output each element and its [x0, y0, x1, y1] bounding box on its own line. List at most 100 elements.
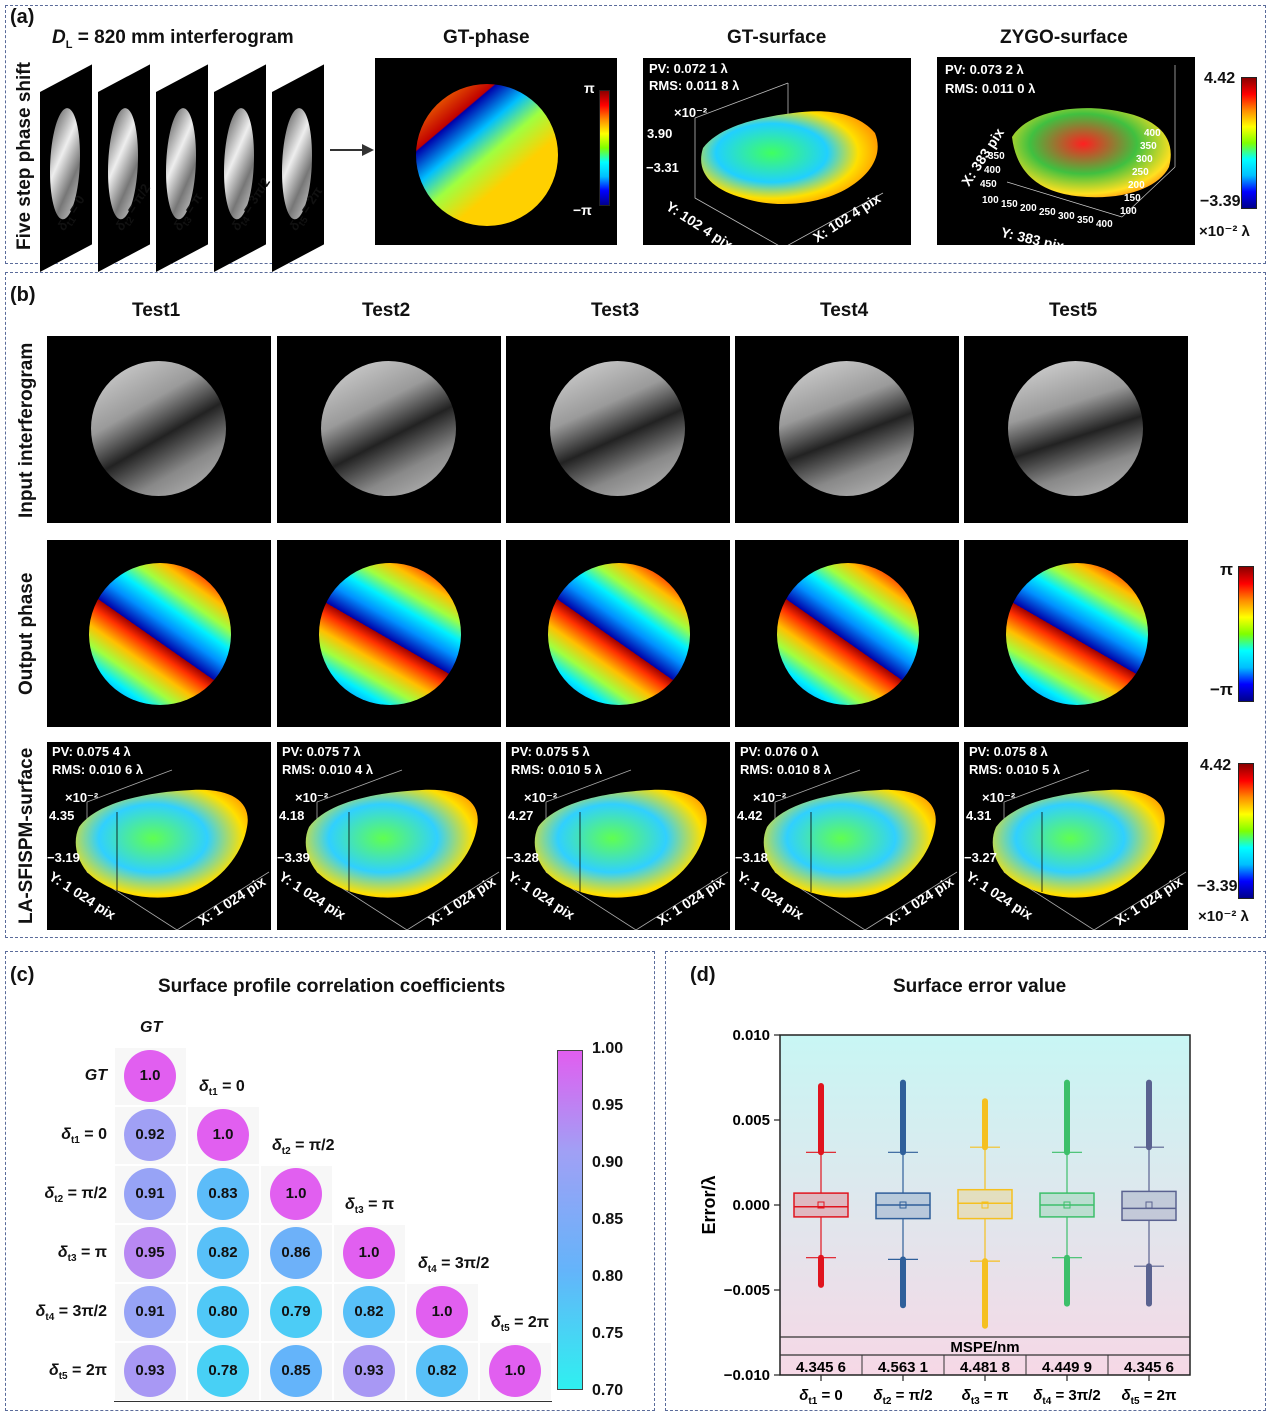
la-sfispm-surface: [735, 742, 959, 931]
output-phase: [47, 540, 271, 727]
surface-cbar-unit: ×10⁻² λ: [1198, 908, 1249, 925]
mean-marker: [1063, 1201, 1071, 1209]
correlation-circle: 1.0: [416, 1286, 468, 1338]
panel-c-label: (c): [10, 964, 35, 986]
zygo-ytick: 200: [1020, 203, 1037, 214]
surface-scale: ×10⁻²: [65, 790, 99, 805]
zygo-rtick: 250: [1132, 167, 1149, 178]
x-tick-label: δt4 = 3π/2: [1033, 1387, 1101, 1407]
colorbar-tick: 0.95: [592, 1097, 624, 1114]
x-tick-label: δt3 = π: [962, 1387, 1009, 1407]
box: [957, 1188, 1013, 1220]
correlation-circle: 0.80: [197, 1286, 249, 1338]
test-title: Test5: [1049, 300, 1098, 321]
surface-plot: [763, 769, 958, 931]
correlation-colorbar: [557, 1050, 583, 1390]
gt-surface-image: [643, 58, 911, 249]
error-boxplot: 0.010 0.005 0.000 −0.005 −0.010 Error/λ δt1 = …: [699, 1027, 1191, 1407]
phase-cbar-bottom: −π: [1210, 680, 1233, 699]
zygo-surface-pv: PV: 0.073 2 λ: [945, 62, 1024, 77]
surface-rms: RMS: 0.010 8 λ: [740, 762, 832, 777]
correlation-circle: 1.0: [489, 1345, 541, 1397]
zygo-rtick: 150: [1124, 193, 1141, 204]
correlation-circle: 0.85: [270, 1345, 322, 1397]
interferogram-frame: [156, 64, 208, 273]
surface-scale: ×10⁻²: [295, 790, 329, 805]
y-tick-label: 0.010: [732, 1027, 770, 1044]
panel-b: [5, 272, 1266, 938]
box: [1121, 1190, 1177, 1222]
mean-marker: [1145, 1201, 1153, 1209]
gt-phase-title: GT-phase: [443, 27, 530, 48]
zygo-xtick: 350: [988, 151, 1005, 162]
interferogram-frame: [214, 64, 266, 273]
colorbar-tick: 0.70: [592, 1382, 624, 1399]
zygo-rtick: 200: [1128, 180, 1145, 191]
y-tick-label: 0.000: [732, 1197, 770, 1214]
surface-zmin: −3.28: [506, 850, 539, 865]
correlation-circle: 1.0: [270, 1168, 322, 1220]
surface-rms: RMS: 0.010 5 λ: [511, 762, 603, 777]
output-phase: [506, 540, 730, 727]
mean-marker: [899, 1201, 907, 1209]
correlation-title: Surface profile correlation coefficients: [158, 976, 506, 997]
correlation-circle: 0.82: [197, 1227, 249, 1279]
correlation-circle: 0.93: [343, 1345, 395, 1397]
surface-pv: PV: 0.075 7 λ: [282, 744, 361, 759]
test-title: Test2: [362, 300, 411, 321]
colorbar-tick: 0.75: [592, 1325, 624, 1342]
correlation-circle: 0.78: [197, 1345, 249, 1397]
colorbar-tick: 0.90: [592, 1154, 624, 1171]
gt-surface-zmin: −3.31: [646, 160, 679, 175]
mspe-value: 4.481 8: [960, 1359, 1010, 1376]
correlation-circle: 0.91: [124, 1168, 176, 1220]
panel-a: [5, 5, 1266, 264]
zygo-rtick: 300: [1136, 154, 1153, 165]
surface-zmin: −3.18: [735, 850, 768, 865]
matrix-col-label: δt5 = 2π: [491, 1314, 550, 1335]
mspe-header: MSPE/nm: [950, 1339, 1019, 1356]
correlation-circle: 0.93: [124, 1345, 176, 1397]
row-label-phase: Output phase: [16, 572, 37, 695]
mspe-value: 4.345 6: [796, 1359, 846, 1376]
matrix-row-label: δt5 = 2π: [48, 1362, 107, 1383]
surface-plot: [305, 769, 500, 931]
five-step-label: Five step phase shift: [14, 62, 35, 250]
matrix-col-label: δt4 = 3π/2: [418, 1255, 490, 1276]
x-tick-label: δt2 = π/2: [873, 1387, 932, 1407]
surface-scale: ×10⁻²: [753, 790, 787, 805]
surface-zmin: −3.39: [277, 850, 310, 865]
surface-zmax: 4.27: [508, 808, 534, 823]
zygo-surface-image: [937, 57, 1195, 245]
matrix-col-label: δt3 = π: [345, 1196, 395, 1217]
correlation-circle: 0.86: [270, 1227, 322, 1279]
input-interferogram: [277, 336, 501, 523]
zygo-cbar-unit: ×10⁻² λ: [1199, 223, 1250, 240]
zygo-xtick: 400: [984, 165, 1001, 176]
interferogram-title: DL = 820 mm interferogram: [52, 27, 294, 51]
zygo-rtick: 400: [1144, 128, 1161, 139]
gt-surface-scale: ×10⁻²: [674, 105, 708, 120]
correlation-circle: 0.82: [343, 1286, 395, 1338]
phase-disk: [89, 563, 231, 705]
zygo-cbar-bottom: −3.39: [1200, 193, 1241, 210]
correlation-circle: 1.0: [343, 1227, 395, 1279]
panel-c: [5, 951, 655, 1411]
zygo-surface-rms: RMS: 0.011 0 λ: [945, 81, 1036, 96]
gt-surface-title: GT-surface: [727, 27, 827, 48]
zygo-ytick: 100: [982, 195, 999, 206]
test-title: Test1: [132, 300, 181, 321]
surface-plot: [992, 769, 1187, 931]
mspe-value: 4.449 9: [1042, 1359, 1092, 1376]
surface-pv: PV: 0.075 8 λ: [969, 744, 1048, 759]
surface-plot: [534, 769, 729, 931]
matrix-row-label: δt4 = 3π/2: [35, 1303, 107, 1324]
zygo-rtick: 350: [1140, 141, 1157, 152]
correlation-circle: 1.0: [124, 1050, 176, 1102]
matrix-row-label: δt1 = 0: [61, 1126, 107, 1147]
interferogram-disk: [1008, 361, 1143, 496]
test-title: Test3: [591, 300, 640, 321]
interferogram-frame: [98, 64, 150, 273]
box: [875, 1192, 931, 1220]
zygo-cbar-top: 4.42: [1204, 70, 1236, 87]
